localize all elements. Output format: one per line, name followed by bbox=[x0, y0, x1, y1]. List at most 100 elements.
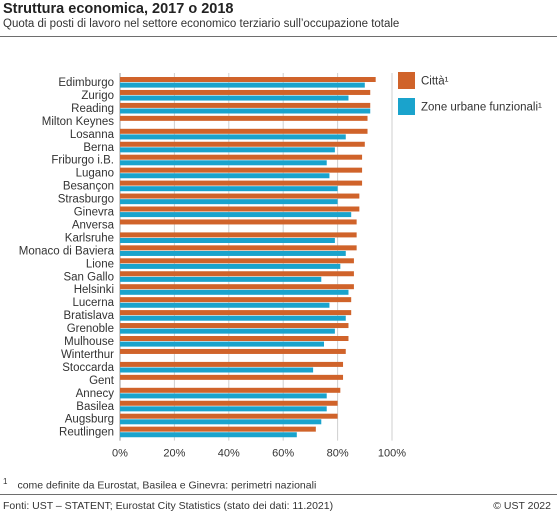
bar-city bbox=[120, 102, 371, 108]
bar-city bbox=[120, 400, 338, 406]
bar-functional-urban-area bbox=[120, 367, 314, 373]
bar-city bbox=[120, 141, 365, 147]
bar-functional-urban-area bbox=[120, 302, 330, 308]
bar-functional-urban-area bbox=[120, 341, 324, 347]
bar-city bbox=[120, 310, 352, 316]
bar-city bbox=[120, 387, 341, 393]
category-label: Lucerna bbox=[72, 297, 114, 309]
category-label: Annecy bbox=[76, 388, 115, 400]
category-label: Milton Keynes bbox=[42, 116, 114, 128]
bar-city bbox=[120, 193, 360, 199]
bar-city bbox=[120, 206, 360, 212]
legend-swatch bbox=[398, 98, 415, 115]
bar-city bbox=[120, 426, 316, 432]
category-label: Edimburgo bbox=[58, 77, 114, 89]
source-note: Fonti: UST – STATENT; Eurostat City Stat… bbox=[3, 500, 334, 512]
category-label: Reutlingen bbox=[59, 427, 114, 439]
bar-city bbox=[120, 271, 354, 277]
footnote-marker: 1 bbox=[3, 477, 8, 486]
bar-city bbox=[120, 115, 368, 121]
bar-functional-urban-area bbox=[120, 328, 335, 334]
bar-city bbox=[120, 167, 363, 173]
category-label: Augsburg bbox=[65, 414, 114, 426]
bar-city bbox=[120, 258, 354, 264]
legend: Città¹ Zone urbane funzionali¹ bbox=[398, 72, 542, 115]
category-label: Lugano bbox=[76, 168, 114, 180]
bar-city bbox=[120, 297, 352, 303]
footnote: 1 come definite da Eurostat, Basilea e Gi… bbox=[3, 477, 316, 492]
bar-functional-urban-area bbox=[120, 393, 327, 399]
x-tick-label: 0% bbox=[112, 448, 128, 460]
bar-city bbox=[120, 413, 338, 419]
category-label: Basilea bbox=[76, 401, 114, 413]
bar-city bbox=[120, 128, 368, 134]
bars bbox=[120, 77, 376, 438]
bar-functional-urban-area bbox=[120, 238, 335, 243]
bar-functional-urban-area bbox=[120, 289, 349, 295]
bar-functional-urban-area bbox=[120, 276, 322, 282]
x-tick-label: 100% bbox=[378, 448, 406, 460]
legend-swatch bbox=[398, 72, 415, 89]
bar-functional-urban-area bbox=[120, 419, 322, 425]
grid-lines bbox=[119, 73, 393, 441]
bar-functional-urban-area bbox=[120, 250, 346, 256]
bar-functional-urban-area bbox=[120, 82, 365, 88]
legend-label: Città¹ bbox=[421, 76, 449, 88]
bar-city bbox=[120, 180, 363, 186]
chart-subtitle: Quota di posti di lavoro nel settore eco… bbox=[3, 18, 400, 30]
bar-functional-urban-area bbox=[120, 315, 346, 321]
bar-functional-urban-area bbox=[120, 160, 327, 166]
legend-label: Zone urbane funzionali¹ bbox=[421, 102, 542, 114]
category-label: Friburgo i.B. bbox=[51, 155, 114, 167]
category-label: Helsinki bbox=[74, 284, 114, 296]
chart-title: Struttura economica, 2017 o 2018 bbox=[3, 1, 234, 17]
x-tick-label: 20% bbox=[163, 448, 185, 460]
bar-functional-urban-area bbox=[120, 173, 330, 179]
x-tick-labels: 0% 20% 40% 60% 80% 100% bbox=[112, 448, 406, 460]
category-label: Karlsruhe bbox=[65, 232, 114, 244]
category-label: Ginevra bbox=[74, 207, 115, 219]
category-label: Stoccarda bbox=[62, 362, 114, 374]
bar-city bbox=[120, 284, 354, 290]
category-label: Anversa bbox=[72, 219, 115, 231]
category-label: Winterthur bbox=[61, 349, 114, 361]
x-tick-label: 60% bbox=[272, 448, 294, 460]
bar-city bbox=[120, 323, 349, 329]
footnote-text: come definite da Eurostat, Basilea e Gin… bbox=[17, 479, 317, 492]
category-label: Bratislava bbox=[64, 310, 115, 322]
category-label: Gent bbox=[89, 375, 115, 387]
bar-city bbox=[120, 374, 344, 380]
category-label: Lione bbox=[86, 258, 114, 270]
category-label: Reading bbox=[71, 103, 114, 115]
bar-city bbox=[120, 245, 357, 251]
bar-functional-urban-area bbox=[120, 186, 338, 192]
bar-city bbox=[120, 361, 344, 367]
x-tick-label: 80% bbox=[327, 448, 349, 460]
category-label: Monaco di Baviera bbox=[19, 245, 115, 257]
bottom-divider bbox=[0, 494, 557, 495]
bar-city bbox=[120, 219, 357, 225]
category-label: Strasburgo bbox=[58, 194, 114, 206]
bar-functional-urban-area bbox=[120, 108, 371, 114]
bar-city bbox=[120, 89, 371, 95]
x-tick-label: 40% bbox=[218, 448, 240, 460]
bar-functional-urban-area bbox=[120, 199, 338, 205]
category-label: San Gallo bbox=[63, 271, 114, 283]
bar-city bbox=[120, 232, 357, 238]
category-label: Besançon bbox=[63, 181, 114, 193]
bar-functional-urban-area bbox=[120, 212, 352, 218]
bar-functional-urban-area bbox=[120, 432, 297, 438]
category-label: Berna bbox=[83, 142, 114, 154]
top-divider bbox=[0, 36, 557, 37]
category-label: Grenoble bbox=[67, 323, 114, 335]
bar-city bbox=[120, 77, 376, 82]
bar-functional-urban-area bbox=[120, 147, 335, 153]
copyright: © UST 2022 bbox=[493, 500, 551, 512]
bar-city bbox=[120, 154, 363, 160]
category-label: Zurigo bbox=[81, 90, 114, 102]
bar-functional-urban-area bbox=[120, 406, 327, 412]
category-label: Mulhouse bbox=[64, 336, 114, 348]
category-label: Losanna bbox=[70, 129, 115, 141]
